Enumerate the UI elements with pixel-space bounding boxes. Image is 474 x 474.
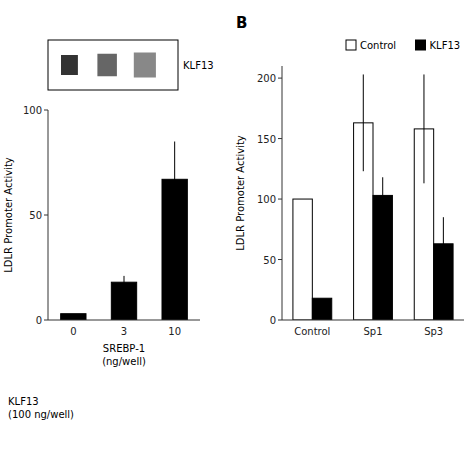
bar [312, 298, 331, 320]
text-line: (100 ng/well) [8, 409, 74, 420]
x-tick-label: Sp3 [424, 326, 443, 337]
x-tick-label: 0 [70, 326, 76, 337]
y-tick [278, 78, 282, 79]
x-tick-label: Control [294, 326, 330, 337]
x-tick-label: Sp1 [363, 326, 382, 337]
blot-box [48, 40, 178, 90]
error-bar [423, 74, 424, 183]
y-tick-label: 150 [257, 134, 276, 145]
error-bar [174, 142, 175, 218]
y-tick-label: 0 [270, 315, 276, 326]
y-tick-label: 100 [257, 194, 276, 205]
blot-band [134, 53, 156, 78]
y-tick [44, 215, 48, 216]
legend-label: Control [360, 40, 396, 51]
y-tick [44, 110, 48, 111]
legend-swatch [346, 40, 356, 50]
legend-label: KLF13 [430, 40, 461, 51]
y-tick [278, 259, 282, 260]
y-tick-label: 100 [23, 105, 42, 116]
legend: Control KLF13 [346, 40, 460, 51]
x-axis-label: SREBP-1 (ng/well) [102, 343, 146, 367]
legend-swatch [416, 40, 426, 50]
bar [373, 195, 392, 320]
error-bar [124, 276, 125, 289]
note: KLF13 (100 ng/well) [8, 396, 74, 420]
bars [61, 142, 188, 321]
blot-band [61, 55, 78, 75]
figure: KLF130310050100SREBP-1(ng/well)LDLR Prom… [0, 0, 474, 474]
y-tick-label: 50 [29, 210, 42, 221]
y-tick-label: 50 [263, 255, 276, 266]
bar [61, 314, 86, 320]
x-tick-label: 3 [121, 326, 127, 337]
y-tick [278, 199, 282, 200]
y-axis-label: LDLR Promoter Activity [235, 135, 246, 251]
text-line: (ng/well) [102, 356, 146, 367]
y-tick [44, 320, 48, 321]
text-line: SREBP-1 [103, 343, 145, 354]
blot-band [97, 54, 117, 77]
error-bar [382, 177, 383, 213]
y-tick [278, 320, 282, 321]
y-axis-line [282, 66, 283, 320]
x-tick-label: 10 [168, 326, 181, 337]
error-bar [443, 217, 444, 270]
y-tick-label: 0 [36, 315, 42, 326]
y-tick [278, 138, 282, 139]
panel-label: B [236, 14, 247, 32]
bar [293, 199, 312, 320]
panel-b: Control Sp1 Sp3 0 50 100 150 200 LDLR Promoter A… [235, 14, 464, 337]
y-tick-label: 200 [257, 73, 276, 84]
y-axis-label: LDLR Promoter Activity [3, 157, 14, 273]
blot-label: KLF13 [183, 60, 214, 71]
x-axis-line [282, 320, 464, 321]
error-bar [363, 74, 364, 171]
x-axis-line [48, 320, 200, 321]
bars [293, 74, 453, 320]
panel-a: KLF130310050100SREBP-1(ng/well)LDLR Prom… [3, 40, 214, 420]
text-line: KLF13 [8, 396, 39, 407]
